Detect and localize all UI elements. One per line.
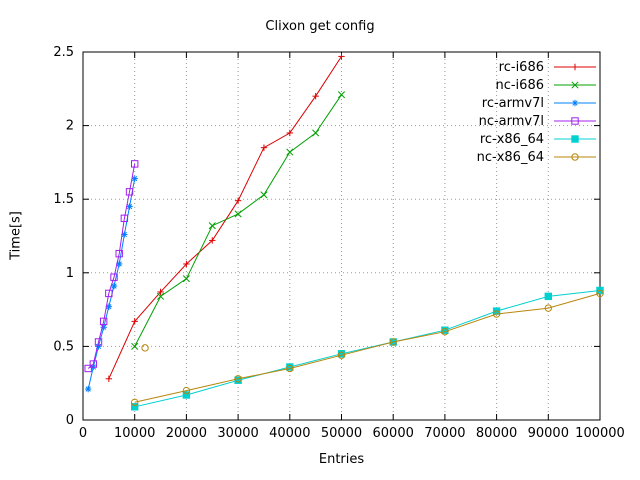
y-tick-label: 2 — [66, 119, 74, 134]
legend-item-nc-x86_64: nc-x86_64 — [477, 148, 598, 166]
y-tick-label: 0.5 — [53, 339, 74, 354]
series-rc-x86_64 — [131, 286, 604, 411]
chart-title: Clixon get config — [265, 19, 375, 34]
x-tick-label: 20000 — [166, 426, 207, 441]
legend-label: nc-armv7l — [478, 113, 544, 129]
legend-item-nc-i686: nc-i686 — [477, 76, 598, 94]
x-tick-label: 0 — [79, 426, 87, 441]
legend-item-rc-x86_64: rc-x86_64 — [477, 130, 598, 148]
legend-label: rc-armv7l — [481, 95, 544, 111]
legend-sample-square-filled-icon — [554, 135, 596, 143]
series-nc-x86_64 — [131, 289, 604, 407]
legend-label: rc-x86_64 — [479, 131, 544, 147]
legend: rc-i686 nc-i686 rc-armv7l nc-armv7l rc-x86_6… — [477, 58, 598, 166]
x-tick-label: 90000 — [528, 426, 569, 441]
extra-point-nc-x86_64 — [141, 344, 149, 352]
y-tick-label: 1 — [66, 266, 74, 281]
legend-sample-circle-open-icon — [554, 153, 596, 161]
legend-sample-asterisk-icon — [554, 99, 596, 107]
x-tick-label: 50000 — [321, 426, 362, 441]
legend-label: nc-x86_64 — [476, 149, 544, 165]
series-nc-i686 — [131, 91, 346, 350]
series-nc-armv7l — [84, 160, 139, 373]
x-tick-label: 100000 — [575, 426, 625, 441]
x-tick-label: 40000 — [269, 426, 310, 441]
x-tick-label: 70000 — [424, 426, 465, 441]
legend-item-rc-armv7l: rc-armv7l — [477, 94, 598, 112]
legend-label: nc-i686 — [495, 77, 544, 93]
legend-sample-square-open-icon — [554, 117, 596, 125]
x-tick-label: 60000 — [373, 426, 414, 441]
x-tick-label: 30000 — [217, 426, 258, 441]
series-rc-i686 — [105, 53, 345, 382]
x-tick-label: 80000 — [476, 426, 517, 441]
x-tick-label: 10000 — [114, 426, 155, 441]
legend-item-rc-i686: rc-i686 — [477, 58, 598, 76]
legend-item-nc-armv7l: nc-armv7l — [477, 112, 598, 130]
y-tick-label: 2.5 — [53, 45, 74, 60]
legend-sample-plus-icon — [554, 63, 596, 71]
axes — [82, 51, 601, 421]
tick-labels: 0 10000 20000 30000 40000 50000 60000 70000 8000… — [53, 45, 625, 441]
y-tick-label: 0 — [66, 413, 74, 428]
x-axis-label: Entries — [318, 452, 365, 467]
y-tick-label: 1.5 — [53, 192, 74, 207]
legend-sample-cross-icon — [554, 81, 596, 89]
legend-label: rc-i686 — [498, 59, 544, 75]
y-axis-label: Time[s] — [8, 211, 24, 260]
